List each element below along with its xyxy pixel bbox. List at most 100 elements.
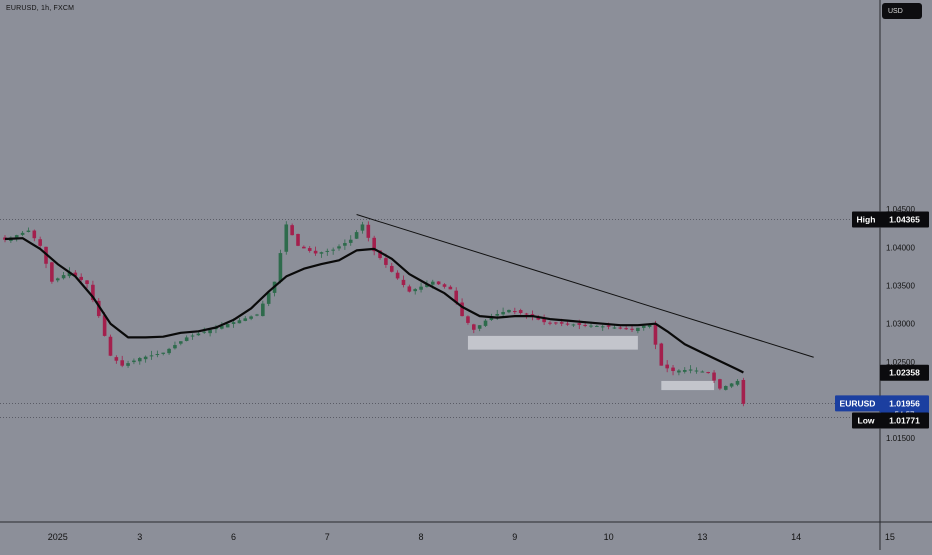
high-price-tag-text: 1.04365 bbox=[889, 214, 920, 224]
x-tick-label: 15 bbox=[885, 532, 895, 542]
candle-body bbox=[32, 230, 37, 239]
current-symbol-box bbox=[835, 395, 880, 412]
candle-body bbox=[589, 325, 593, 327]
candle-body bbox=[243, 318, 248, 321]
low-price-tag-box bbox=[880, 412, 929, 429]
candle bbox=[155, 350, 160, 358]
candle-body bbox=[143, 356, 148, 360]
candle bbox=[261, 300, 265, 317]
candle bbox=[419, 282, 423, 293]
high-price-tag-text: High bbox=[857, 214, 876, 224]
demand-zone-2 bbox=[661, 380, 715, 391]
candle-body bbox=[313, 250, 318, 254]
low-price-tag-text: 1.01771 bbox=[889, 415, 920, 425]
candle bbox=[677, 369, 681, 376]
candle bbox=[554, 321, 558, 325]
candle bbox=[483, 319, 488, 327]
candle bbox=[184, 335, 189, 342]
candle bbox=[571, 323, 576, 328]
candle-body bbox=[671, 367, 675, 372]
candle bbox=[249, 315, 253, 321]
candle-body bbox=[278, 253, 283, 282]
candle-body bbox=[366, 224, 371, 238]
candle bbox=[688, 365, 693, 374]
candle bbox=[477, 325, 482, 332]
trendline[interactable] bbox=[356, 214, 814, 358]
candle bbox=[149, 350, 154, 360]
candle-body bbox=[384, 258, 388, 265]
current-price-text: 1.01956 bbox=[889, 398, 920, 408]
candle bbox=[343, 239, 347, 250]
candle-body bbox=[184, 337, 189, 341]
candle-body bbox=[325, 250, 330, 252]
high-price-tag-box bbox=[880, 211, 929, 228]
candle-body bbox=[284, 224, 289, 252]
candle bbox=[243, 316, 248, 322]
currency-button[interactable]: USD bbox=[882, 3, 922, 19]
y-tick-label: 1.04000 bbox=[886, 243, 915, 252]
candle bbox=[372, 235, 376, 256]
candle bbox=[126, 360, 130, 368]
candle-body bbox=[319, 252, 324, 254]
y-tick-label: 1.03000 bbox=[886, 320, 915, 329]
candle-body bbox=[659, 343, 664, 366]
ma-price-tag-box bbox=[880, 364, 929, 381]
candle bbox=[671, 364, 675, 376]
candle-body bbox=[102, 315, 107, 336]
y-tick-label: 1.03500 bbox=[886, 282, 915, 291]
candle-body bbox=[554, 322, 558, 324]
candle bbox=[296, 233, 300, 247]
candle-body bbox=[372, 237, 376, 252]
candle bbox=[518, 308, 523, 315]
candle-body bbox=[477, 325, 482, 329]
candle-body bbox=[606, 325, 611, 327]
candle-body bbox=[612, 327, 617, 329]
candle-body bbox=[348, 239, 353, 243]
candle bbox=[448, 285, 453, 290]
candle-body bbox=[337, 246, 341, 249]
candle bbox=[173, 341, 177, 350]
candle bbox=[348, 235, 353, 246]
current-symbol-text: EURUSD bbox=[840, 398, 876, 408]
candle-body bbox=[595, 325, 599, 327]
candle-body bbox=[624, 328, 628, 330]
candle-body bbox=[79, 276, 83, 280]
candle-body bbox=[723, 386, 728, 390]
candle bbox=[694, 367, 699, 374]
candle-body bbox=[67, 271, 72, 277]
candle-body bbox=[735, 380, 740, 385]
candle bbox=[395, 270, 400, 280]
candle-body bbox=[378, 250, 382, 259]
candle bbox=[466, 315, 470, 325]
x-tick-label: 7 bbox=[325, 532, 330, 542]
candle bbox=[319, 251, 324, 258]
x-tick-label: 14 bbox=[791, 532, 801, 542]
candle-body bbox=[430, 281, 435, 285]
candle-body bbox=[296, 233, 300, 246]
low-price-tag-text: Low bbox=[858, 415, 875, 425]
candle-body bbox=[302, 246, 306, 249]
candle-body bbox=[665, 364, 669, 369]
x-tick-label: 8 bbox=[419, 532, 424, 542]
candle bbox=[735, 379, 740, 387]
candle-body bbox=[682, 369, 687, 372]
candle-body bbox=[501, 311, 505, 315]
candle bbox=[618, 326, 623, 330]
candle-body bbox=[26, 230, 31, 232]
x-tick-label: 10 bbox=[604, 532, 614, 542]
candle-body bbox=[120, 360, 124, 366]
plot-background bbox=[0, 0, 880, 522]
candle bbox=[225, 323, 230, 328]
candle-body bbox=[208, 329, 212, 334]
candle-body bbox=[190, 335, 195, 337]
candle-body bbox=[149, 355, 154, 357]
candle-body bbox=[237, 320, 242, 324]
candle bbox=[389, 262, 394, 273]
candle-body bbox=[20, 232, 25, 235]
candle-body bbox=[55, 278, 60, 281]
candle bbox=[302, 245, 306, 249]
candle-body bbox=[718, 379, 722, 389]
ma-price-tag: 1.02358 bbox=[880, 364, 929, 381]
